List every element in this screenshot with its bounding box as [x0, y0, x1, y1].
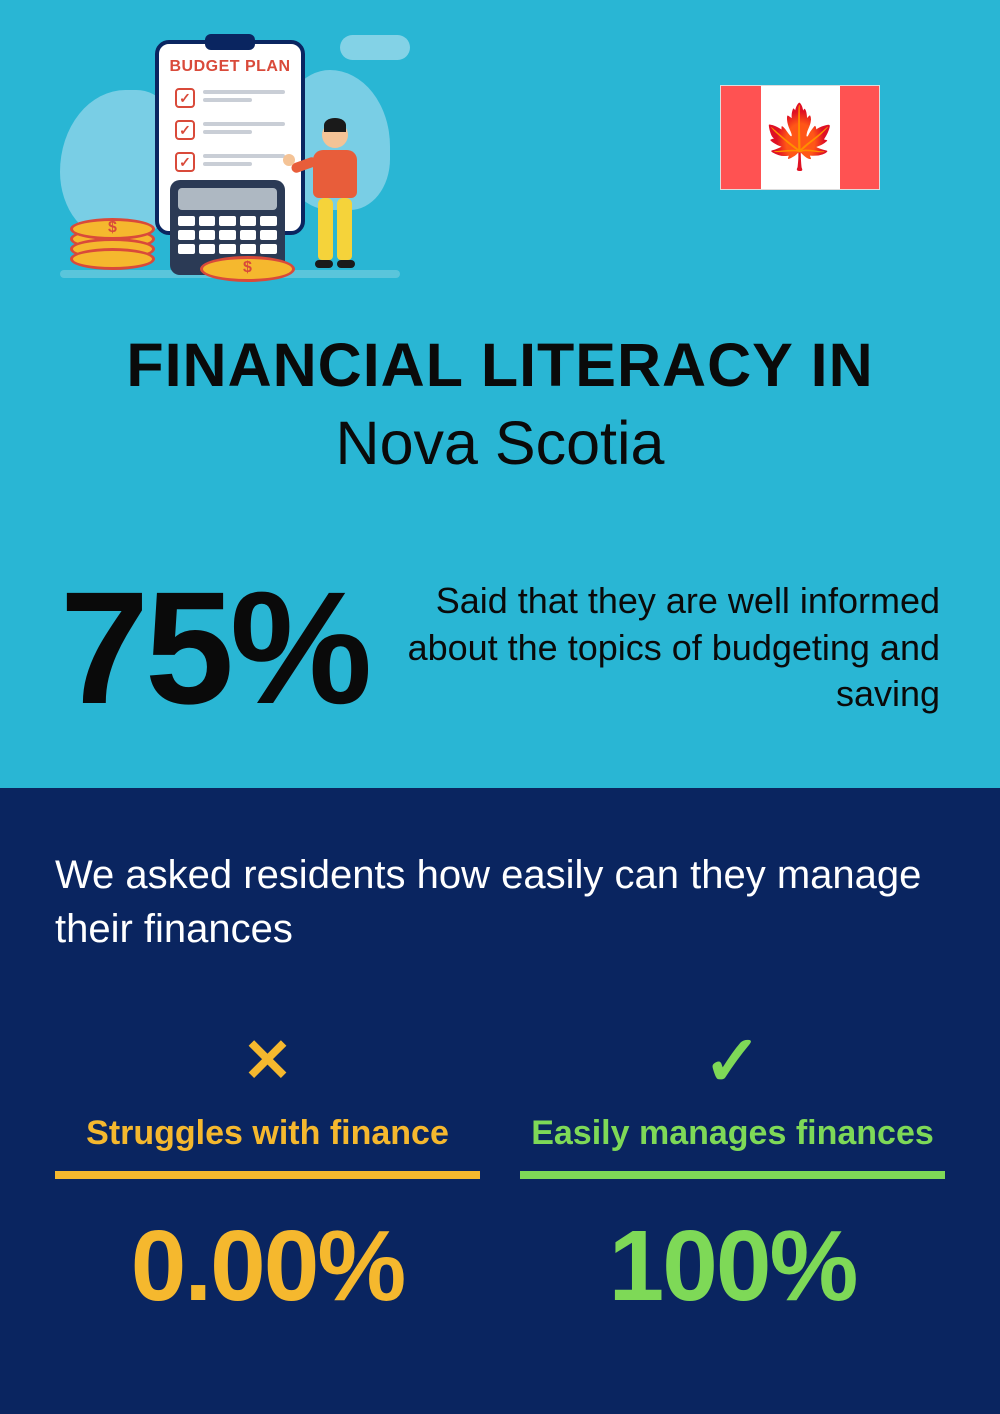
headline-description: Said that they are well informed about t…: [398, 578, 940, 718]
headline-stat: 75% Said that they are well informed abo…: [60, 568, 940, 728]
struggles-value: 0.00%: [55, 1209, 480, 1324]
infographic-page: BUDGET PLAN ✓ ✓ ✓: [0, 0, 1000, 1414]
result-manages: ✓ Easily manages finances 100%: [520, 1026, 945, 1324]
coins-icon: [70, 218, 155, 270]
person-icon: [305, 122, 365, 272]
canada-flag-icon: 🍁: [720, 85, 880, 190]
result-struggles: ✕ Struggles with finance 0.00%: [55, 1026, 480, 1324]
bottom-section: We asked residents how easily can they m…: [0, 788, 1000, 1414]
clipboard-title: BUDGET PLAN: [159, 58, 301, 76]
title-line-2: Nova Scotia: [60, 408, 940, 478]
header-row: BUDGET PLAN ✓ ✓ ✓: [60, 30, 940, 290]
top-section: BUDGET PLAN ✓ ✓ ✓: [0, 0, 1000, 788]
budget-illustration: BUDGET PLAN ✓ ✓ ✓: [60, 30, 400, 290]
survey-question: We asked residents how easily can they m…: [55, 848, 945, 956]
manages-divider: [520, 1171, 945, 1179]
headline-percentage: 75%: [60, 568, 368, 728]
manages-label: Easily manages finances: [520, 1114, 945, 1153]
x-icon: ✕: [242, 1031, 292, 1091]
title-block: FINANCIAL LITERACY IN Nova Scotia: [60, 330, 940, 478]
title-line-1: FINANCIAL LITERACY IN: [60, 330, 940, 400]
manages-value: 100%: [520, 1209, 945, 1324]
struggles-label: Struggles with finance: [55, 1114, 480, 1153]
coin-icon: [200, 256, 295, 282]
results-row: ✕ Struggles with finance 0.00% ✓ Easily …: [55, 1026, 945, 1324]
struggles-divider: [55, 1171, 480, 1179]
check-icon: ✓: [703, 1026, 762, 1096]
maple-leaf-icon: 🍁: [761, 107, 838, 169]
